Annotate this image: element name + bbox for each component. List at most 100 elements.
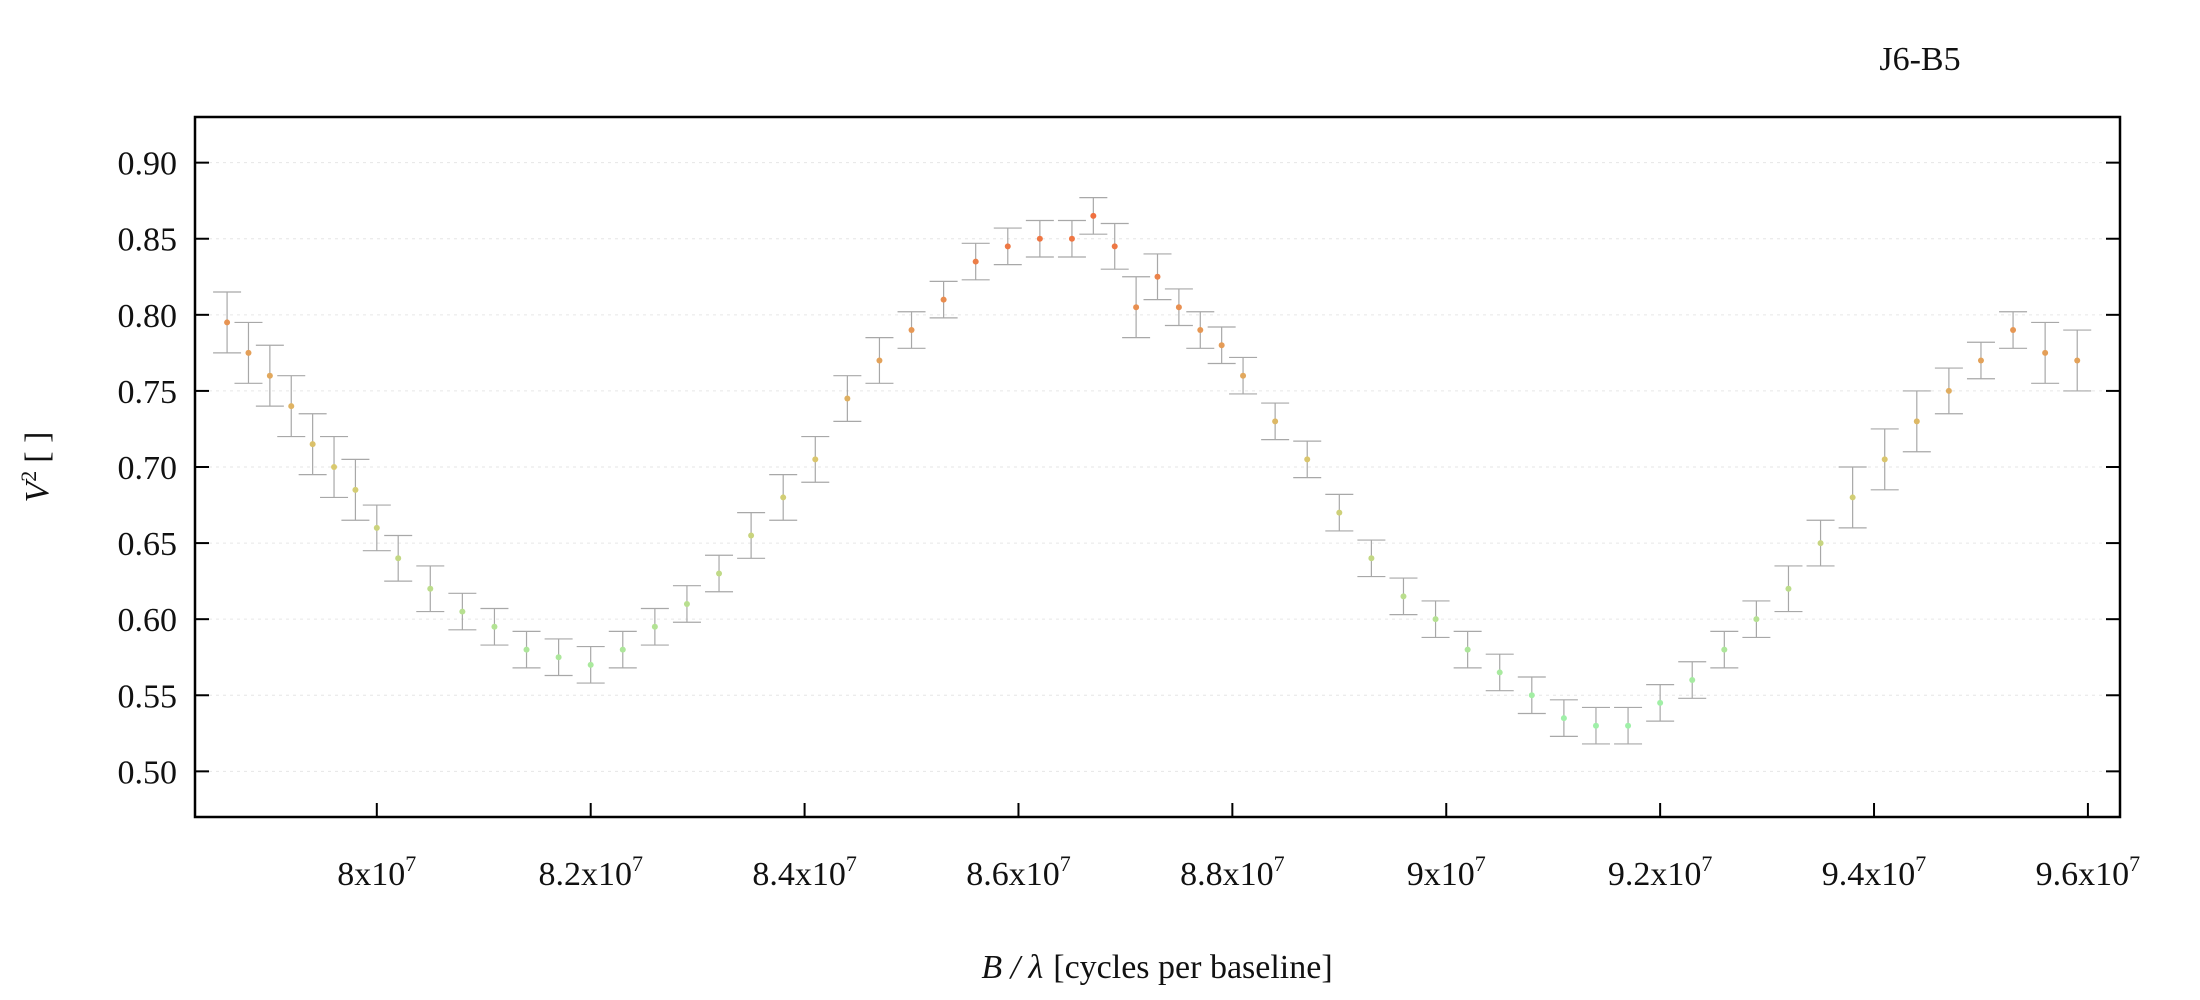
data-point bbox=[1304, 456, 1311, 463]
data-point bbox=[1004, 243, 1011, 250]
data-point bbox=[1111, 243, 1118, 250]
y-tick-label: 0.70 bbox=[118, 450, 178, 487]
x-tick-label: 9.6x107 bbox=[2036, 851, 2141, 893]
x-tick-exponent: 7 bbox=[1060, 851, 1071, 876]
data-point bbox=[683, 600, 690, 607]
x-tick-exponent: 7 bbox=[1701, 851, 1712, 876]
x-tick-mantissa: 9.4x10 bbox=[1822, 856, 1916, 893]
data-point bbox=[459, 608, 466, 615]
x-axis-label: B / λ [cycles per baseline] bbox=[981, 949, 1332, 986]
data-point bbox=[908, 327, 915, 334]
data-point bbox=[619, 646, 626, 653]
data-point bbox=[1528, 692, 1535, 699]
x-tick-exponent: 7 bbox=[2129, 851, 2140, 876]
x-tick-mantissa: 8.8x10 bbox=[1180, 856, 1274, 893]
data-point bbox=[2010, 327, 2017, 334]
y-axis-label-sup: 2 bbox=[16, 471, 41, 482]
x-tick-label: 8x107 bbox=[337, 851, 416, 893]
y-tick-label: 0.80 bbox=[118, 298, 178, 335]
data-point bbox=[491, 623, 498, 630]
x-tick-exponent: 7 bbox=[405, 851, 416, 876]
x-tick-mantissa: 9x10 bbox=[1407, 856, 1475, 893]
x-tick-label: 9x107 bbox=[1407, 851, 1486, 893]
data-point bbox=[352, 486, 359, 493]
data-point bbox=[1592, 722, 1599, 729]
y-axis-label-text: [ ] bbox=[19, 432, 56, 463]
data-point bbox=[224, 319, 231, 326]
data-point bbox=[748, 532, 755, 539]
data-point bbox=[1368, 555, 1375, 562]
x-tick-exponent: 7 bbox=[1475, 851, 1486, 876]
x-axis-ticks: 8x107 8.2x107 8.4x107 8.6x107 8.8x107 9x107 9.… bbox=[337, 803, 2140, 893]
data-point bbox=[373, 524, 380, 531]
data-point bbox=[1432, 616, 1439, 623]
x-tick-mantissa: 8.2x10 bbox=[538, 856, 632, 893]
x-tick-mantissa: 9.2x10 bbox=[1608, 856, 1702, 893]
data-point bbox=[1496, 669, 1503, 676]
x-tick-label: 8.4x107 bbox=[752, 851, 857, 893]
data-point bbox=[844, 395, 851, 402]
x-tick-label: 9.2x107 bbox=[1608, 851, 1713, 893]
y-tick-label: 0.50 bbox=[118, 754, 178, 791]
data-point bbox=[309, 441, 316, 448]
data-point bbox=[1817, 540, 1824, 547]
data-point bbox=[1945, 387, 1952, 394]
data-point bbox=[1133, 304, 1140, 311]
data-point bbox=[1560, 715, 1567, 722]
x-axis-label-var: B / λ bbox=[981, 949, 1043, 986]
data-point bbox=[1400, 593, 1407, 600]
data-point bbox=[288, 403, 295, 410]
y-tick-label: 0.55 bbox=[118, 678, 178, 715]
data-point bbox=[1785, 585, 1792, 592]
data-point bbox=[1977, 357, 1984, 364]
data-point bbox=[1881, 456, 1888, 463]
data-point bbox=[972, 258, 979, 265]
data-point bbox=[1464, 646, 1471, 653]
x-tick-exponent: 7 bbox=[632, 851, 643, 876]
x-tick-mantissa: 9.6x10 bbox=[2036, 856, 2130, 893]
data-point bbox=[427, 585, 434, 592]
data-points bbox=[224, 212, 2081, 729]
data-point bbox=[1657, 699, 1664, 706]
data-point bbox=[1068, 235, 1075, 242]
data-point bbox=[812, 456, 819, 463]
data-point bbox=[266, 372, 273, 379]
data-point bbox=[395, 555, 402, 562]
y-axis-ticks: 0.50 0.55 0.60 0.65 0.70 0.75 0.80 0.85 0.90 bbox=[118, 146, 2120, 791]
data-point bbox=[1197, 327, 1204, 334]
data-point bbox=[940, 296, 947, 303]
data-point bbox=[1753, 616, 1760, 623]
x-tick-label: 8.8x107 bbox=[1180, 851, 1285, 893]
data-point bbox=[555, 654, 562, 661]
y-axis-label: V2[ ] bbox=[16, 432, 56, 503]
chart-title: J6-B5 bbox=[1879, 41, 1960, 78]
data-point bbox=[1154, 273, 1161, 280]
data-point bbox=[1336, 509, 1343, 516]
error-bars bbox=[213, 197, 2092, 745]
data-point bbox=[1218, 342, 1225, 349]
data-point bbox=[716, 570, 723, 577]
data-point bbox=[1272, 418, 1279, 425]
x-axis-label-text: [cycles per baseline] bbox=[1053, 949, 1332, 986]
data-point bbox=[2042, 349, 2049, 356]
data-point bbox=[245, 349, 252, 356]
x-tick-label: 8.2x107 bbox=[538, 851, 643, 893]
y-tick-label: 0.75 bbox=[118, 374, 178, 411]
data-point bbox=[1689, 677, 1696, 684]
y-tick-label: 0.90 bbox=[118, 146, 178, 183]
y-tick-label: 0.85 bbox=[118, 222, 178, 259]
y-tick-label: 0.65 bbox=[118, 526, 178, 563]
x-tick-mantissa: 8x10 bbox=[337, 856, 405, 893]
x-tick-mantissa: 8.4x10 bbox=[752, 856, 846, 893]
data-point bbox=[651, 623, 658, 630]
x-tick-exponent: 7 bbox=[1274, 851, 1285, 876]
data-point bbox=[587, 661, 594, 668]
data-point bbox=[780, 494, 787, 501]
data-point bbox=[1849, 494, 1856, 501]
grid-lines bbox=[195, 162, 2120, 772]
data-point bbox=[2074, 357, 2081, 364]
data-point bbox=[1913, 418, 1920, 425]
data-point bbox=[331, 464, 338, 470]
x-tick-label: 9.4x107 bbox=[1822, 851, 1927, 893]
